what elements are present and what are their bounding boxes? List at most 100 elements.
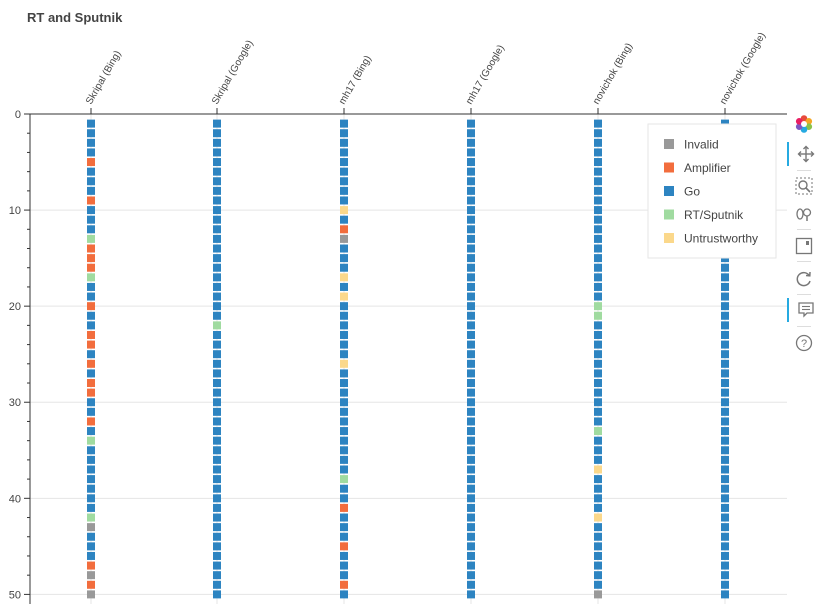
legend-swatch <box>664 186 674 196</box>
y-tick-label: 30 <box>9 397 21 409</box>
data-cell <box>467 292 475 301</box>
data-cell <box>87 407 95 416</box>
data-cell <box>87 513 95 522</box>
data-cell <box>87 455 95 464</box>
y-tick-label: 20 <box>9 301 21 313</box>
data-cell <box>594 196 602 205</box>
wheel-zoom-tool[interactable] <box>787 202 820 226</box>
data-cell <box>87 330 95 339</box>
data-cell <box>87 311 95 320</box>
data-cell <box>594 254 602 263</box>
data-cell <box>721 532 729 541</box>
data-cell <box>213 513 221 522</box>
data-cell <box>467 532 475 541</box>
data-cell <box>594 167 602 176</box>
hover-icon <box>797 302 814 318</box>
data-cell <box>594 302 602 311</box>
data-cell <box>213 138 221 147</box>
data-cell <box>213 234 221 243</box>
legend-label: RT/Sputnik <box>684 208 744 222</box>
data-cell <box>213 244 221 253</box>
data-cell <box>467 590 475 599</box>
x-tick-label: novichok (Google) <box>718 31 768 107</box>
data-cell <box>721 427 729 436</box>
data-cell <box>213 388 221 397</box>
data-cell <box>594 321 602 330</box>
data-cell <box>594 119 602 128</box>
data-cell <box>594 359 602 368</box>
data-cell <box>87 215 95 224</box>
data-cell <box>340 311 348 320</box>
data-cell <box>467 417 475 426</box>
data-cell <box>340 407 348 416</box>
data-cell <box>340 273 348 282</box>
data-cell <box>594 138 602 147</box>
data-cell <box>213 330 221 339</box>
data-cell <box>467 302 475 311</box>
data-cell <box>87 273 95 282</box>
data-cell <box>213 148 221 157</box>
data-cell <box>87 321 95 330</box>
save-tool[interactable] <box>787 234 820 258</box>
data-cell <box>467 571 475 580</box>
data-cell <box>87 561 95 570</box>
data-cell <box>594 465 602 474</box>
data-cell <box>340 177 348 186</box>
data-cell <box>467 407 475 416</box>
data-cell <box>213 311 221 320</box>
data-cell <box>340 523 348 532</box>
pan-tool[interactable] <box>787 142 820 166</box>
data-cell <box>87 417 95 426</box>
box-zoom-tool[interactable] <box>787 174 820 198</box>
x-tick-label: Skripal (Bing) <box>84 49 124 106</box>
data-cell <box>594 580 602 589</box>
data-cell <box>87 225 95 234</box>
data-cell <box>87 379 95 388</box>
data-cell <box>87 446 95 455</box>
data-cell <box>467 234 475 243</box>
data-cell <box>87 148 95 157</box>
data-cell <box>87 129 95 138</box>
data-cell <box>721 446 729 455</box>
x-tick-label: Skripal (Google) <box>210 38 256 106</box>
data-cell <box>467 311 475 320</box>
data-cell <box>213 446 221 455</box>
hover-tool[interactable] <box>787 298 820 322</box>
data-cell <box>213 551 221 560</box>
wheel-zoom-icon <box>795 208 811 221</box>
data-cell <box>213 129 221 138</box>
data-cell <box>594 340 602 349</box>
data-cell <box>467 436 475 445</box>
data-cell <box>721 484 729 493</box>
data-cell <box>721 407 729 416</box>
data-cell <box>594 369 602 378</box>
data-marks <box>87 119 729 599</box>
data-cell <box>594 177 602 186</box>
data-cell <box>213 590 221 599</box>
reset-tool[interactable] <box>787 267 820 291</box>
data-cell <box>213 254 221 263</box>
help-tool[interactable]: ? <box>787 331 820 355</box>
data-cell <box>213 225 221 234</box>
data-cell <box>467 215 475 224</box>
data-cell <box>87 244 95 253</box>
data-cell <box>340 129 348 138</box>
data-cell <box>340 148 348 157</box>
data-cell <box>721 369 729 378</box>
data-cell <box>467 580 475 589</box>
data-cell <box>213 119 221 128</box>
data-cell <box>467 359 475 368</box>
data-cell <box>467 484 475 493</box>
data-cell <box>467 340 475 349</box>
data-cell <box>87 465 95 474</box>
legend: Invalid Amplifier Go RT/Sputnik Untrustworth… <box>647 123 777 259</box>
y-tick-label: 0 <box>15 109 21 121</box>
data-cell <box>467 523 475 532</box>
data-cell <box>340 494 348 503</box>
data-cell <box>467 551 475 560</box>
data-cell <box>467 282 475 291</box>
bokeh-logo[interactable] <box>787 112 820 136</box>
data-cell <box>467 350 475 359</box>
data-cell <box>340 590 348 599</box>
